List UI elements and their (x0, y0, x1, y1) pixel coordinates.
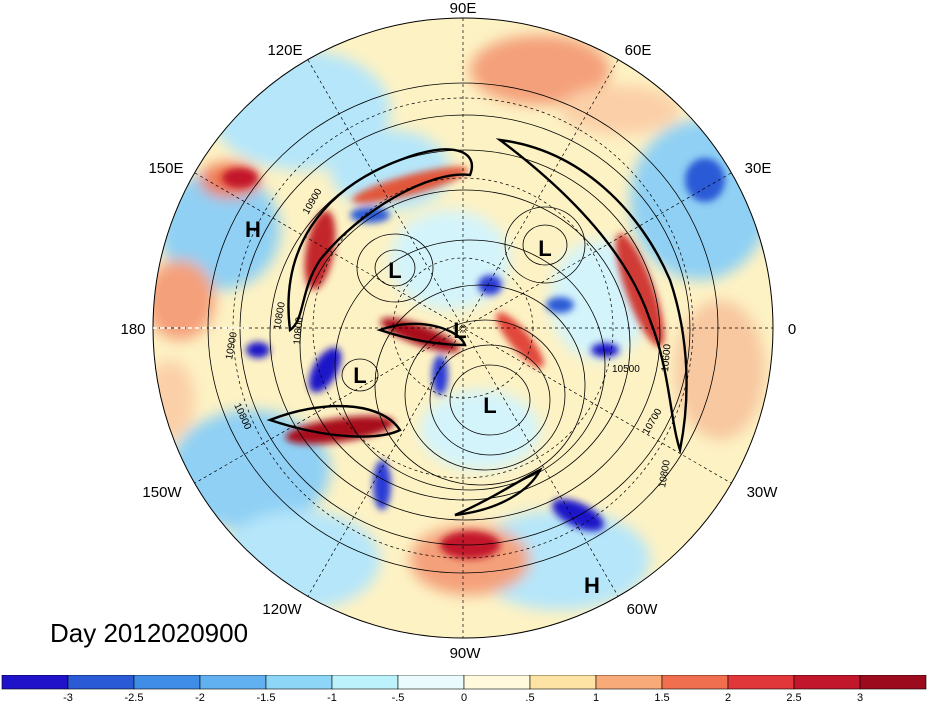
height-contours (207, 82, 719, 574)
colorbar-tick-label: .5 (525, 692, 534, 702)
high-center-atlantic: H (584, 573, 600, 598)
colorbar-bin (661, 675, 729, 690)
colorbar-tick-label: 2 (725, 692, 731, 702)
day-label: Day 2012020900 (50, 618, 249, 648)
low-center-siberia: L (388, 258, 401, 283)
colorbar-bin (859, 675, 927, 690)
lon-label-60w: 60W (627, 601, 659, 618)
colorbar-tick-label: -3 (63, 692, 73, 702)
colorbar-tick-label: -1 (327, 692, 337, 702)
lon-label-180: 180 (120, 321, 145, 338)
contour-label: 10600 (660, 343, 673, 372)
colorbar-bin (1, 675, 69, 690)
colorbar-bin (727, 675, 795, 690)
lon-label-30e: 30E (745, 160, 772, 177)
colorbar-bin (793, 675, 861, 690)
colorbar-bin (463, 675, 531, 690)
colorbar-tick-label: -2.5 (125, 692, 144, 702)
contour-label: 10800 (272, 301, 288, 331)
colorbar-tick-label: 3 (857, 692, 863, 702)
contour-label: 10500 (612, 364, 640, 375)
pressure-centers: H L L L L L H (245, 217, 600, 598)
colorbar-bin (67, 675, 135, 690)
colorbar-bin (265, 675, 333, 690)
anomaly-field (153, 18, 773, 638)
colorbar-tick-label: -2 (195, 692, 205, 702)
lon-label-150w: 150W (142, 484, 182, 501)
high-center-pacific: H (245, 217, 261, 242)
lon-label-120e: 120E (267, 42, 302, 59)
lon-label-90e: 90E (450, 0, 477, 17)
lon-label-150e: 150E (148, 160, 183, 177)
polar-map: 90E 60E 30E 0 30W 60W 90W 120W 150W 180 … (120, 0, 796, 662)
colorbar-bin (199, 675, 267, 690)
colorbar-tick-label: 1 (593, 692, 599, 702)
colorbar-bin (595, 675, 663, 690)
lon-label-120w: 120W (262, 601, 302, 618)
colorbar-bin (133, 675, 201, 690)
contour-label: 10800 (292, 316, 305, 345)
colorbar-tick-label: -.5 (392, 692, 405, 702)
jet-isotachs (266, 138, 688, 517)
colorbar-tick-label: 0 (461, 692, 467, 702)
colorbar-bin (529, 675, 597, 690)
colorbar-ticks: -3 -2.5 -2 -1.5 -1 -.5 0 .5 1 1.5 2 2.5 3 (63, 692, 863, 702)
colorbar-tick-label: 1.5 (654, 692, 669, 702)
low-center-europe: L (538, 236, 551, 261)
colorbar-bin (331, 675, 399, 690)
low-center-alaska: L (353, 363, 366, 388)
lon-label-0: 0 (788, 321, 796, 338)
colorbar-bins (1, 675, 927, 690)
colorbar-tick-label: 2.5 (786, 692, 801, 702)
contour-label: 10800 (657, 459, 673, 489)
colorbar-bin (397, 675, 465, 690)
longitude-labels: 90E 60E 30E 0 30W 60W 90W 120W 150W 180 … (120, 0, 796, 662)
lon-label-90w: 90W (450, 645, 482, 662)
contour-label: 10900 (224, 331, 240, 361)
colorbar: -3 -2.5 -2 -1.5 -1 -.5 0 .5 1 1.5 2 2.5 3 (1, 675, 927, 702)
low-center-canada: L (483, 393, 496, 418)
lon-label-30w: 30W (747, 484, 779, 501)
colorbar-tick-label: -1.5 (257, 692, 276, 702)
lon-label-60e: 60E (625, 42, 652, 59)
low-center-arctic: L (453, 318, 466, 343)
